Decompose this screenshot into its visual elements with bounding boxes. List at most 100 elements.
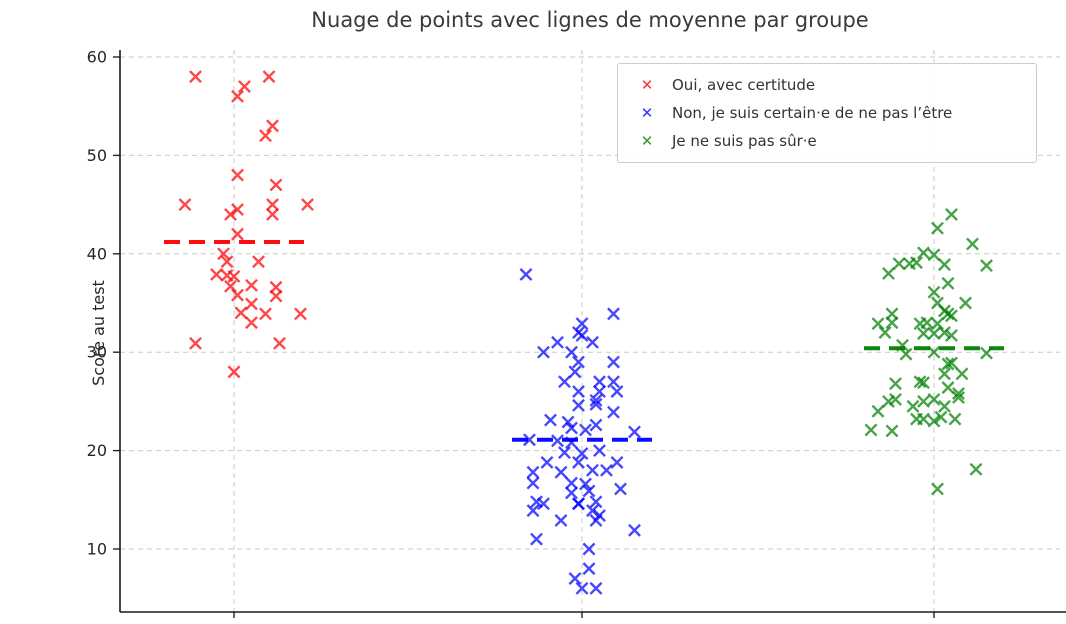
y-axis-label: Score au test: [89, 280, 108, 386]
data-point-marker: [889, 377, 902, 391]
data-point-marker: [931, 482, 944, 496]
data-point-marker: [927, 248, 941, 262]
data-point-marker: [572, 385, 585, 399]
data-point-marker: [589, 581, 603, 595]
data-point-marker: [589, 514, 603, 527]
data-point-marker: [941, 357, 955, 371]
data-point-marker: [565, 421, 578, 435]
data-point-marker: [917, 394, 930, 408]
data-point-marker: [882, 267, 895, 280]
data-point-marker: [927, 414, 941, 428]
data-point-marker: [582, 562, 596, 576]
data-point-marker: [980, 259, 993, 273]
legend-label: Oui, avec certitude: [672, 76, 816, 94]
data-point-marker: [245, 316, 258, 330]
data-point-marker: [899, 347, 913, 361]
data-point-marker: [558, 375, 571, 389]
data-point-marker: [871, 404, 885, 418]
data-point-marker: [945, 207, 958, 221]
data-point-marker: [575, 329, 589, 342]
data-point-marker: [568, 572, 582, 585]
data-point-marker: [269, 178, 283, 192]
data-point-marker: [952, 387, 965, 400]
data-point-marker: [259, 307, 272, 321]
data-point-marker: [231, 89, 244, 103]
x-marker-icon: ✕: [640, 76, 654, 94]
data-point-marker: [565, 345, 578, 359]
data-point-marker: [945, 329, 958, 342]
data-point-marker: [586, 463, 599, 477]
data-point-marker: [266, 119, 279, 133]
data-point-marker: [558, 446, 571, 460]
data-point-marker: [224, 279, 237, 293]
data-point-marker: [927, 285, 941, 299]
data-point-marker: [519, 268, 533, 281]
data-point-marker: [582, 542, 596, 556]
legend-item: ✕ Non, je suis certain·e de ne pas l’êtr…: [632, 99, 1026, 127]
data-point-marker: [294, 307, 307, 321]
data-point-marker: [234, 306, 248, 320]
data-point-marker: [941, 381, 955, 395]
data-point-marker: [593, 385, 606, 399]
data-point-marker: [931, 221, 944, 235]
data-point-marker: [537, 345, 550, 359]
y-tick-label: 60: [87, 48, 107, 67]
data-point-marker: [565, 476, 578, 490]
data-point-marker: [231, 203, 244, 216]
data-point-marker: [931, 317, 944, 331]
data-point-marker: [227, 269, 241, 283]
data-point-marker: [910, 256, 923, 270]
data-point-marker: [544, 413, 557, 427]
data-point-marker: [301, 198, 314, 212]
data-point-marker: [530, 532, 543, 546]
data-point-marker: [526, 465, 540, 479]
data-point-marker: [579, 477, 592, 491]
data-point-marker: [885, 424, 899, 438]
data-point-marker: [610, 455, 624, 469]
data-point-marker: [586, 504, 599, 518]
data-point-marker: [262, 70, 276, 84]
data-point-marker: [589, 418, 603, 432]
y-tick-label: 40: [87, 244, 107, 263]
data-point-marker: [917, 376, 930, 390]
data-point-marker: [572, 455, 585, 469]
data-point-marker: [969, 462, 983, 476]
data-point-marker: [582, 484, 596, 498]
data-point-marker: [607, 355, 620, 369]
data-point-marker: [607, 405, 620, 419]
data-point-marker: [607, 375, 620, 389]
data-point-marker: [526, 504, 540, 518]
data-point-marker: [913, 375, 927, 389]
data-point-marker: [252, 255, 265, 269]
data-point-marker: [220, 255, 234, 269]
data-point-marker: [231, 227, 244, 241]
data-point-marker: [927, 392, 941, 406]
data-point-marker: [259, 129, 272, 143]
data-point-marker: [945, 356, 958, 370]
data-point-marker: [607, 307, 620, 321]
data-point-marker: [537, 497, 550, 511]
data-point-marker: [266, 207, 279, 221]
data-point-marker: [210, 268, 223, 281]
data-point-marker: [575, 317, 589, 331]
data-point-marker: [966, 237, 979, 251]
data-point-marker: [227, 365, 241, 379]
data-point-marker: [551, 434, 564, 448]
data-point-marker: [231, 288, 244, 302]
data-point-marker: [892, 257, 906, 271]
data-point-marker: [938, 258, 951, 272]
data-point-marker: [945, 309, 958, 323]
data-point-marker: [561, 415, 575, 429]
data-point-marker: [906, 399, 920, 413]
data-point-marker: [554, 465, 568, 479]
data-point-marker: [871, 317, 885, 331]
data-point-marker: [917, 412, 930, 426]
data-point-marker: [628, 425, 641, 439]
data-point-marker: [575, 581, 589, 595]
legend-item: ✕ Je ne suis pas sûr·e: [632, 127, 1026, 155]
data-point-marker: [614, 482, 627, 496]
data-point-marker: [565, 486, 578, 500]
data-point-marker: [178, 198, 192, 212]
y-tick-label: 20: [87, 441, 107, 460]
